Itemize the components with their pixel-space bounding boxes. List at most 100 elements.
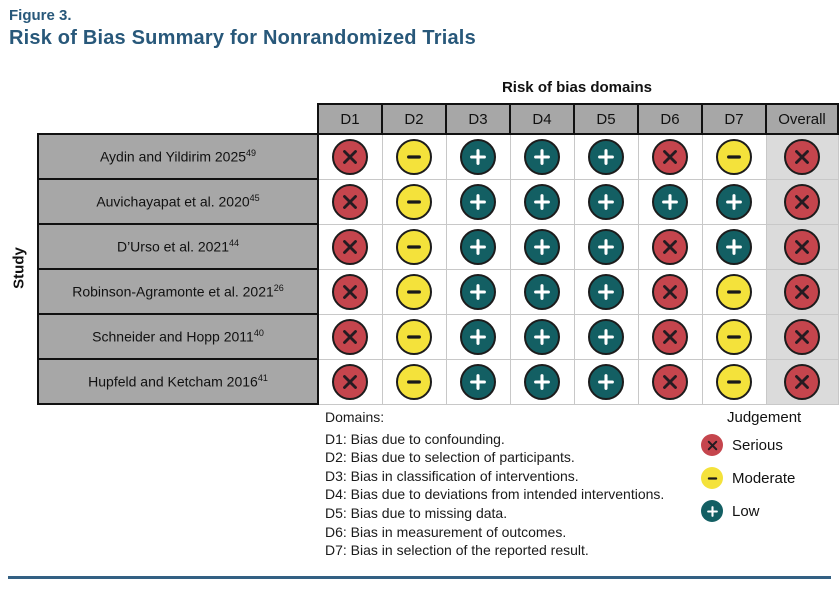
study-label: Auvichayapat et al. 202045 (37, 178, 319, 225)
judgement-low-icon (524, 228, 560, 265)
judgement-serious-icon (332, 318, 369, 355)
judgement-cell (509, 313, 575, 360)
judgement-cell (445, 223, 511, 270)
judgement-low-icon (460, 363, 496, 400)
judgement-cell (765, 133, 839, 180)
domain-definition: D3: Bias in classification of interventi… (325, 467, 579, 484)
judgement-cell (573, 223, 639, 270)
judgement-cell (445, 133, 511, 180)
judgement-cell (381, 313, 447, 360)
judgement-cell (381, 223, 447, 270)
judgement-cell (637, 223, 703, 270)
judgement-cell (509, 133, 575, 180)
judgement-moderate-icon (396, 318, 432, 355)
judgement-low-icon (716, 228, 752, 265)
judgement-serious-icon (784, 273, 820, 310)
column-header-d7: D7 (701, 103, 767, 135)
column-header-d6: D6 (637, 103, 703, 135)
domain-definition: D7: Bias in selection of the reported re… (325, 542, 589, 559)
judgement-low-icon (652, 183, 688, 220)
study-label: Schneider and Hopp 201140 (37, 313, 319, 360)
judgement-serious-icon (701, 434, 723, 456)
judgement-low-icon (524, 183, 560, 220)
judgement-cell (637, 268, 703, 315)
judgement-low-icon (460, 183, 496, 220)
judgement-serious-icon (784, 183, 820, 220)
judgement-serious-icon (652, 228, 688, 265)
column-header-d3: D3 (445, 103, 511, 135)
judgement-moderate-icon (396, 363, 432, 400)
judgement-low-icon (460, 318, 496, 355)
study-label: Aydin and Yildirim 202549 (37, 133, 319, 180)
judgement-cell (381, 268, 447, 315)
domains-axis-title: Risk of bias domains (501, 79, 653, 96)
judgement-cell (765, 268, 839, 315)
judgement-serious-icon (784, 138, 820, 175)
judgement-serious-icon (332, 183, 369, 220)
judgement-serious-icon (332, 228, 369, 265)
judgement-cell (317, 133, 383, 180)
judgement-low-icon (460, 138, 496, 175)
judgement-low-icon (588, 318, 624, 355)
judgement-cell (701, 133, 767, 180)
table-row: D’Urso et al. 202144 (37, 223, 839, 270)
judgement-cell (381, 358, 447, 405)
judgement-cell (637, 313, 703, 360)
judgement-low-icon (716, 183, 752, 220)
judgement-low-icon (524, 138, 560, 175)
judgement-moderate-icon (396, 183, 432, 220)
judgement-low-icon (524, 273, 560, 310)
judgement-low-icon (460, 273, 496, 310)
legend-label: Moderate (732, 469, 796, 487)
judgement-cell (381, 133, 447, 180)
judgement-serious-icon (332, 363, 369, 400)
study-label: D’Urso et al. 202144 (37, 223, 319, 270)
judgement-cell (381, 178, 447, 225)
judgement-serious-icon (652, 138, 688, 175)
column-header-d1: D1 (317, 103, 383, 135)
legend-item-low: Low (701, 500, 833, 522)
table-row: Aydin and Yildirim 202549 (37, 133, 839, 180)
judgement-serious-icon (784, 363, 820, 400)
legend-label: Serious (732, 436, 783, 454)
judgement-cell (573, 133, 639, 180)
judgement-cell (317, 268, 383, 315)
judgement-low-icon (588, 273, 624, 310)
judgement-cell (573, 313, 639, 360)
study-axis-title: Study (10, 247, 28, 289)
judgement-moderate-icon (716, 363, 752, 400)
risk-of-bias-table: D1 D2 D3 D4 D5 D6 D7 Overall Aydin and Yildirim… (37, 103, 839, 405)
judgement-cell (445, 268, 511, 315)
judgement-moderate-icon (716, 318, 752, 355)
judgement-legend: Judgement Serious Moderate Low (701, 409, 833, 533)
judgement-moderate-icon (716, 138, 752, 175)
judgement-cell (573, 358, 639, 405)
judgement-low-icon (701, 500, 723, 522)
judgement-moderate-icon (716, 273, 752, 310)
judgement-moderate-icon (396, 228, 432, 265)
judgement-moderate-icon (396, 138, 432, 175)
figure-number: Figure 3. (9, 7, 72, 24)
judgement-low-icon (588, 138, 624, 175)
judgement-cell (701, 178, 767, 225)
domain-definition: D4: Bias due to deviations from intended… (325, 486, 665, 503)
judgement-serious-icon (784, 318, 820, 355)
judgement-cell (637, 358, 703, 405)
judgement-cell (509, 223, 575, 270)
judgement-cell (701, 223, 767, 270)
legend-title: Judgement (727, 409, 802, 426)
judgement-cell (317, 313, 383, 360)
judgement-low-icon (524, 318, 560, 355)
judgement-cell (317, 358, 383, 405)
judgement-cell (701, 313, 767, 360)
judgement-cell (509, 268, 575, 315)
judgement-cell (445, 358, 511, 405)
judgement-cell (445, 178, 511, 225)
column-header-overall: Overall (765, 103, 839, 135)
judgement-cell (573, 178, 639, 225)
judgement-serious-icon (332, 273, 369, 310)
column-header-row: D1 D2 D3 D4 D5 D6 D7 Overall (38, 103, 839, 135)
judgement-moderate-icon (701, 467, 723, 489)
domain-definition: D2: Bias due to selection of participant… (325, 449, 575, 466)
